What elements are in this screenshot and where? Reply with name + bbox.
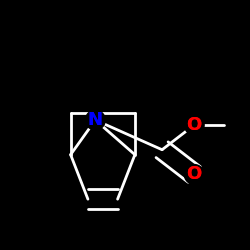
Circle shape — [184, 115, 204, 135]
Text: O: O — [186, 116, 202, 134]
Circle shape — [184, 164, 204, 184]
Circle shape — [86, 110, 105, 130]
Text: O: O — [186, 166, 202, 184]
Text: O: O — [186, 166, 202, 184]
Text: N: N — [88, 111, 103, 129]
Text: O: O — [186, 116, 202, 134]
Text: N: N — [88, 111, 103, 129]
